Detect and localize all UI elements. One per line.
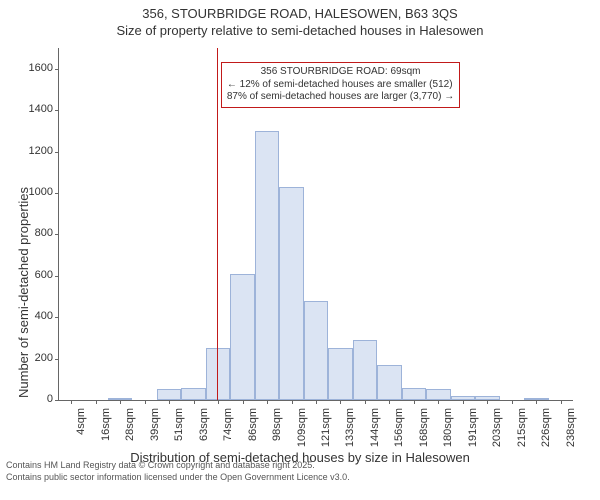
- histogram-bar: [377, 365, 401, 400]
- x-tick-mark: [463, 400, 464, 404]
- histogram-bar: [157, 389, 181, 400]
- x-tick-mark: [316, 400, 317, 404]
- x-tick-mark: [145, 400, 146, 404]
- x-tick-mark: [292, 400, 293, 404]
- histogram-bar: [279, 187, 303, 400]
- x-tick-label: 156sqm: [393, 408, 405, 452]
- annotation-line-1: 356 STOURBRIDGE ROAD: 69sqm: [227, 66, 454, 79]
- x-tick-mark: [512, 400, 513, 404]
- y-tick-label: 200: [15, 352, 53, 364]
- x-tick-mark: [71, 400, 72, 404]
- x-tick-label: 144sqm: [369, 408, 381, 452]
- y-tick-label: 600: [15, 269, 53, 281]
- histogram-bar: [304, 301, 328, 400]
- x-tick-label: 39sqm: [149, 408, 161, 452]
- x-tick-label: 28sqm: [124, 408, 136, 452]
- x-tick-mark: [389, 400, 390, 404]
- y-tick-mark: [55, 69, 59, 70]
- x-tick-label: 74sqm: [222, 408, 234, 452]
- histogram-chart: Number of semi-detached properties 356 S…: [0, 38, 600, 458]
- y-tick-label: 0: [15, 393, 53, 405]
- histogram-bar: [206, 348, 230, 400]
- x-tick-mark: [169, 400, 170, 404]
- y-tick-label: 800: [15, 227, 53, 239]
- x-tick-mark: [365, 400, 366, 404]
- y-tick-mark: [55, 193, 59, 194]
- y-axis-label: Number of semi-detached properties: [16, 187, 31, 398]
- x-tick-mark: [96, 400, 97, 404]
- y-tick-label: 1000: [15, 186, 53, 198]
- x-tick-mark: [487, 400, 488, 404]
- y-tick-mark: [55, 317, 59, 318]
- x-tick-label: 98sqm: [271, 408, 283, 452]
- x-tick-label: 180sqm: [442, 408, 454, 452]
- x-tick-label: 121sqm: [320, 408, 332, 452]
- histogram-bar: [402, 388, 426, 400]
- footer-line-2: Contains public sector information licen…: [6, 472, 594, 484]
- x-tick-mark: [536, 400, 537, 404]
- x-tick-mark: [243, 400, 244, 404]
- x-axis-label: Distribution of semi-detached houses by …: [0, 450, 600, 465]
- x-tick-mark: [414, 400, 415, 404]
- histogram-bar: [255, 131, 279, 400]
- x-tick-label: 16sqm: [100, 408, 112, 452]
- y-tick-mark: [55, 110, 59, 111]
- x-tick-label: 238sqm: [565, 408, 577, 452]
- annotation-line-2: ← 12% of semi-detached houses are smalle…: [227, 79, 454, 92]
- y-tick-mark: [55, 400, 59, 401]
- annotation-line-3: 87% of semi-detached houses are larger (…: [227, 91, 454, 104]
- y-tick-label: 1400: [15, 103, 53, 115]
- x-tick-mark: [194, 400, 195, 404]
- x-tick-mark: [218, 400, 219, 404]
- x-tick-label: 215sqm: [516, 408, 528, 452]
- reference-line: [217, 48, 218, 400]
- annotation-box: 356 STOURBRIDGE ROAD: 69sqm ← 12% of sem…: [221, 62, 460, 108]
- x-tick-label: 226sqm: [540, 408, 552, 452]
- y-tick-label: 400: [15, 310, 53, 322]
- x-tick-label: 203sqm: [491, 408, 503, 452]
- x-tick-mark: [340, 400, 341, 404]
- plot-area: 356 STOURBRIDGE ROAD: 69sqm ← 12% of sem…: [58, 48, 573, 401]
- x-tick-mark: [267, 400, 268, 404]
- y-tick-label: 1200: [15, 145, 53, 157]
- histogram-bar: [230, 274, 254, 400]
- x-tick-label: 133sqm: [344, 408, 356, 452]
- page-title: 356, STOURBRIDGE ROAD, HALESOWEN, B63 3Q…: [0, 6, 600, 21]
- y-tick-mark: [55, 276, 59, 277]
- x-tick-label: 109sqm: [296, 408, 308, 452]
- x-tick-mark: [561, 400, 562, 404]
- histogram-bar: [181, 388, 205, 400]
- page-subtitle: Size of property relative to semi-detach…: [0, 23, 600, 38]
- y-tick-mark: [55, 359, 59, 360]
- y-tick-mark: [55, 234, 59, 235]
- histogram-bar: [328, 348, 352, 400]
- histogram-bar: [426, 389, 450, 400]
- x-tick-mark: [120, 400, 121, 404]
- y-tick-mark: [55, 152, 59, 153]
- histogram-bar: [353, 340, 377, 400]
- y-tick-label: 1600: [15, 62, 53, 74]
- x-tick-label: 86sqm: [247, 408, 259, 452]
- x-tick-label: 4sqm: [75, 408, 87, 452]
- x-tick-label: 191sqm: [467, 408, 479, 452]
- x-tick-label: 51sqm: [173, 408, 185, 452]
- x-tick-mark: [438, 400, 439, 404]
- x-tick-label: 168sqm: [418, 408, 430, 452]
- x-tick-label: 63sqm: [198, 408, 210, 452]
